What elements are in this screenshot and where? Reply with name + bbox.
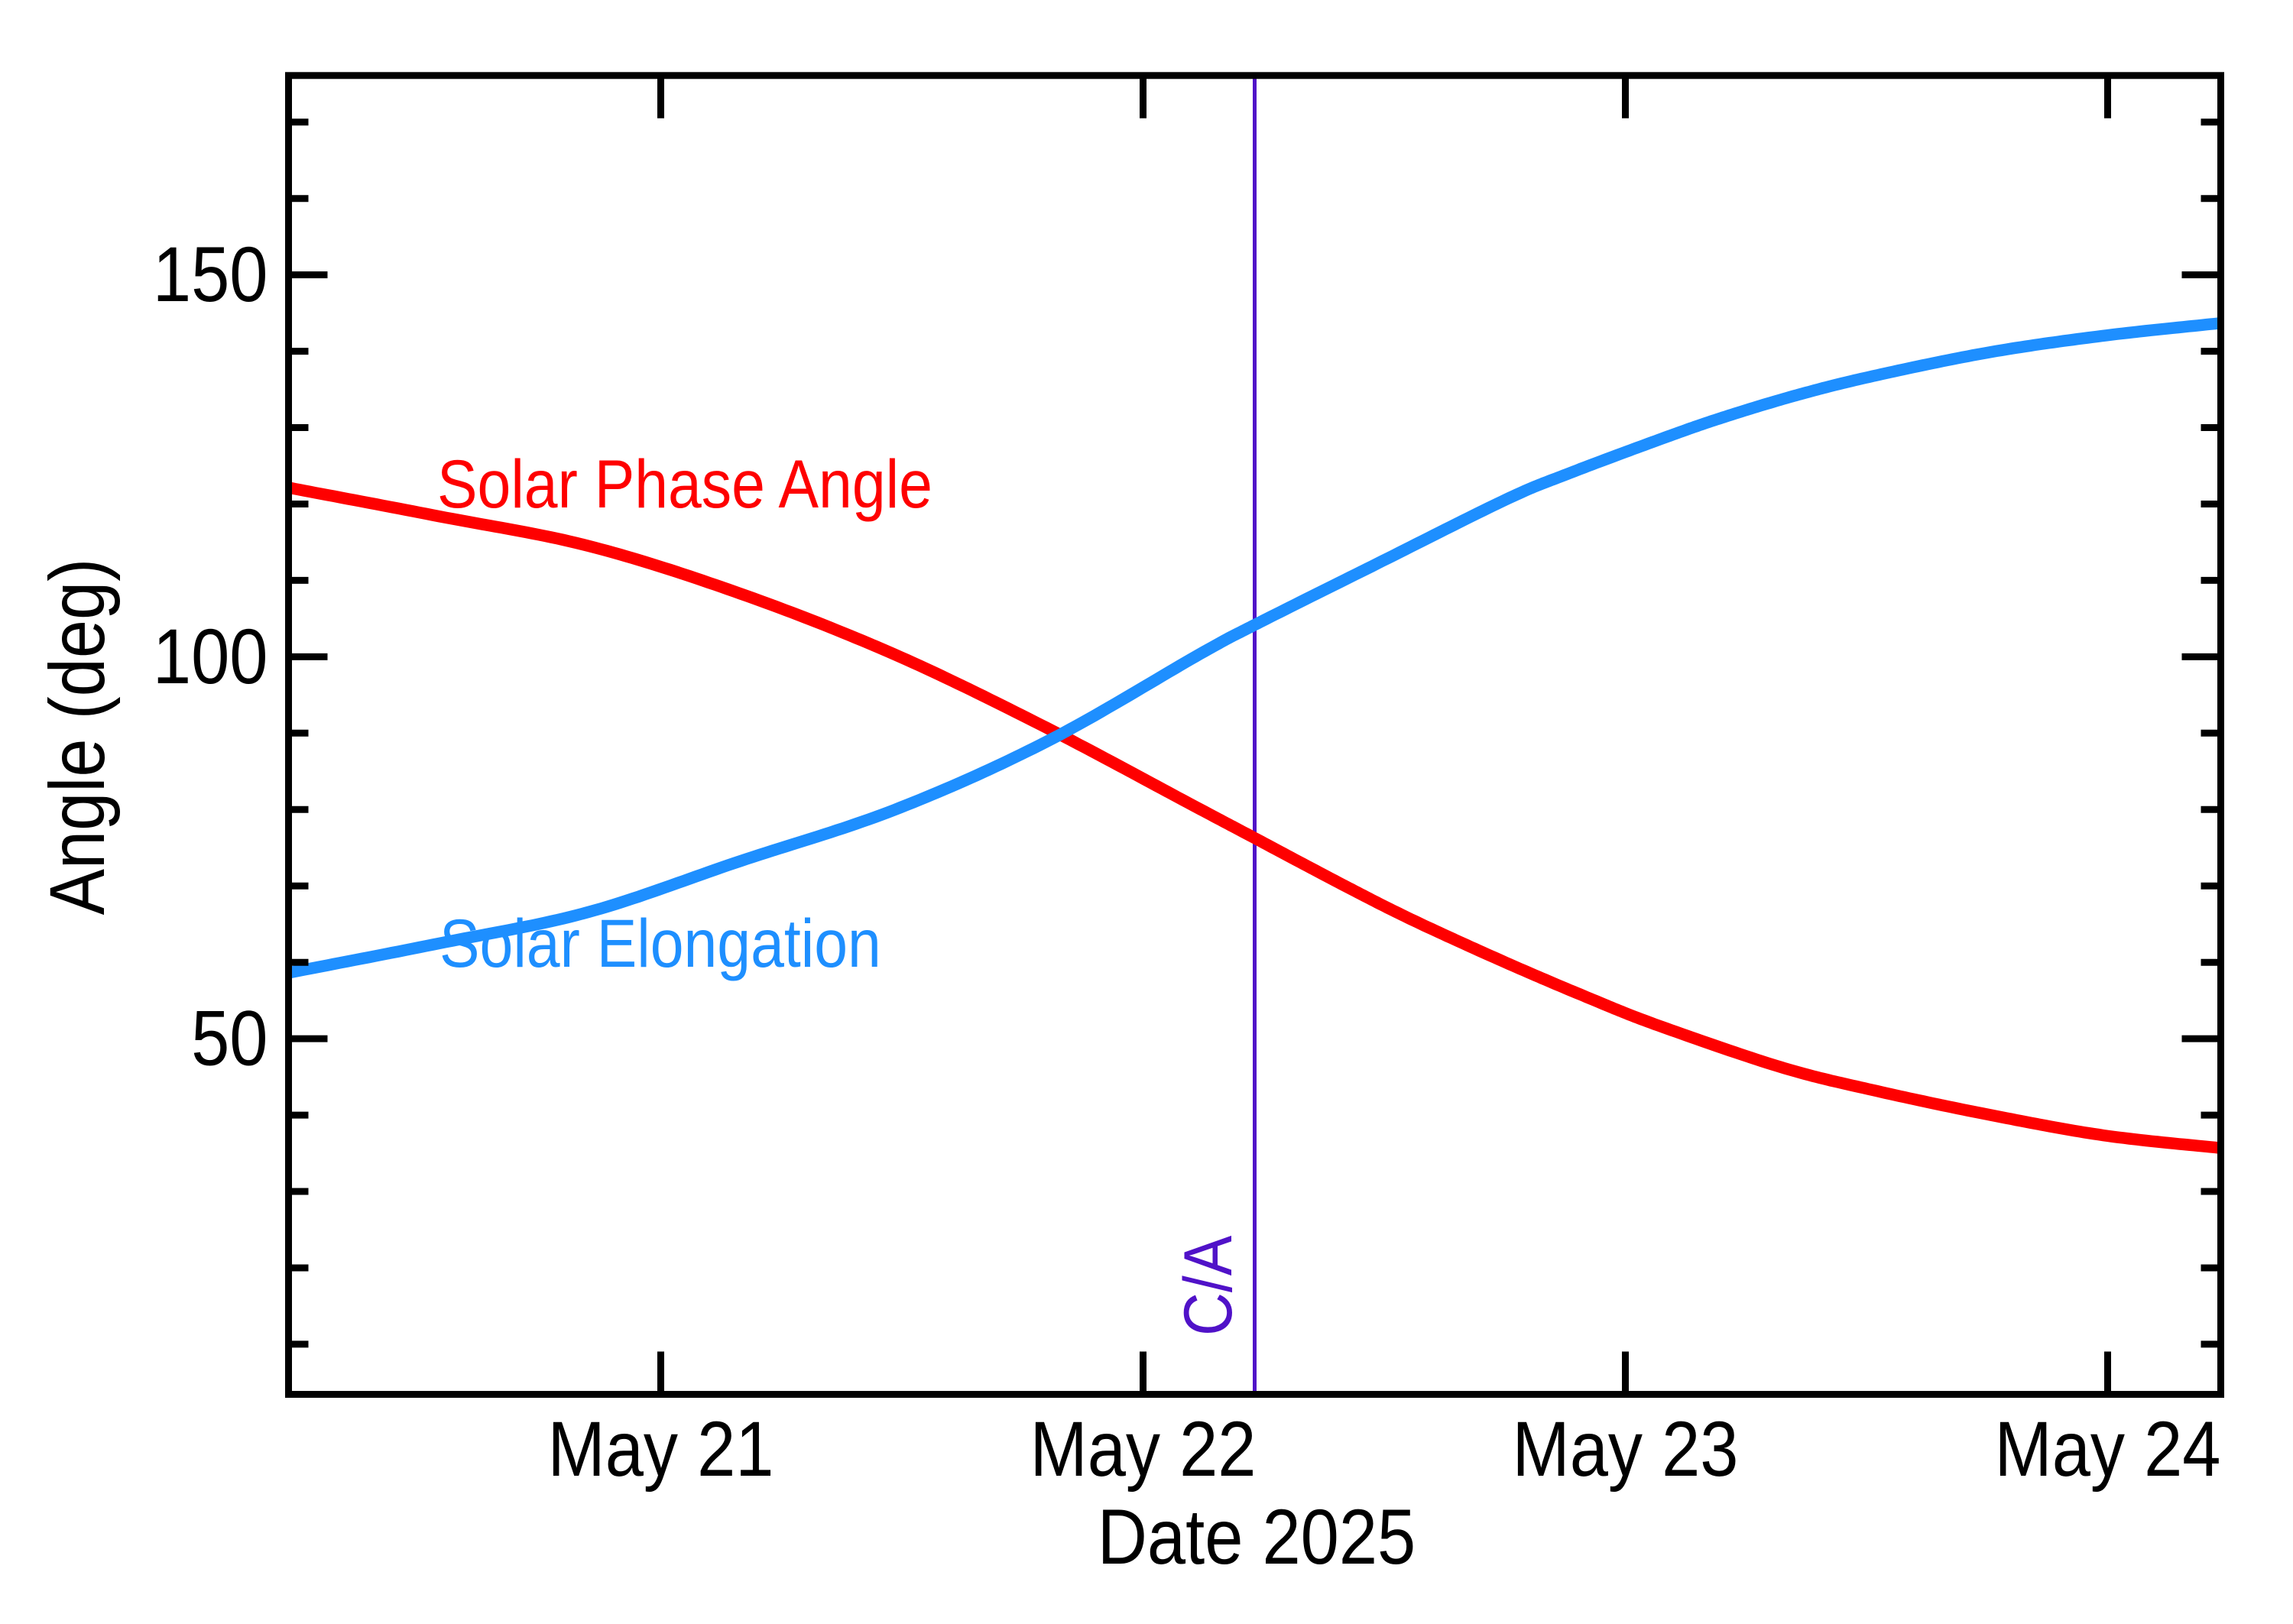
svg-text:May 22: May 22: [1030, 1406, 1257, 1493]
svg-text:May 24: May 24: [1995, 1406, 2221, 1493]
svg-text:May 21: May 21: [548, 1406, 774, 1493]
svg-text:150: 150: [153, 232, 268, 318]
svg-text:Date 2025: Date 2025: [1098, 1494, 1416, 1580]
svg-text:Solar Elongation: Solar Elongation: [439, 906, 881, 982]
svg-text:Solar Phase Angle: Solar Phase Angle: [437, 446, 932, 523]
svg-text:May 23: May 23: [1513, 1406, 1739, 1493]
svg-text:50: 50: [191, 995, 268, 1081]
svg-text:100: 100: [153, 614, 268, 700]
svg-text:C/A: C/A: [1170, 1236, 1247, 1336]
svg-text:Angle (deg): Angle (deg): [34, 559, 121, 916]
